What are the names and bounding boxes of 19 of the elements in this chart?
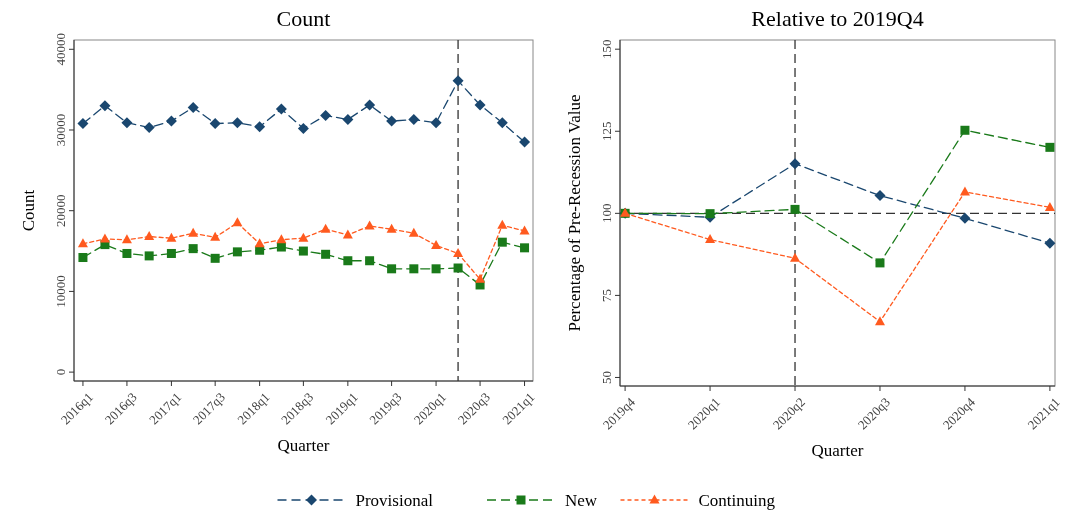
y-tick-label: 30000 (53, 113, 68, 147)
chart-title: Relative to 2019Q4 (751, 6, 924, 31)
y-tick-label: 150 (599, 39, 614, 59)
y-tick-label: 100 (599, 203, 614, 224)
legend-label: Provisional (355, 490, 434, 510)
y-tick-label: 10000 (53, 275, 68, 308)
y-tick-label: 40000 (53, 33, 68, 66)
legend-label: Continuing (698, 490, 776, 510)
chart-title: Count (276, 6, 331, 31)
x-axis-title: Quarter (277, 436, 330, 455)
y-tick-label: 50 (599, 370, 614, 384)
legend-label: New (565, 490, 598, 510)
y-tick-label: 20000 (53, 194, 68, 227)
y-axis-title: Count (19, 189, 38, 232)
y-tick-label: 0 (53, 368, 68, 376)
y-tick-label: 125 (599, 121, 614, 142)
x-axis-title: Quarter (811, 441, 864, 460)
y-tick-label: 75 (599, 288, 614, 302)
y-axis-title: Percentage of Pre-Recession Value (565, 94, 584, 332)
